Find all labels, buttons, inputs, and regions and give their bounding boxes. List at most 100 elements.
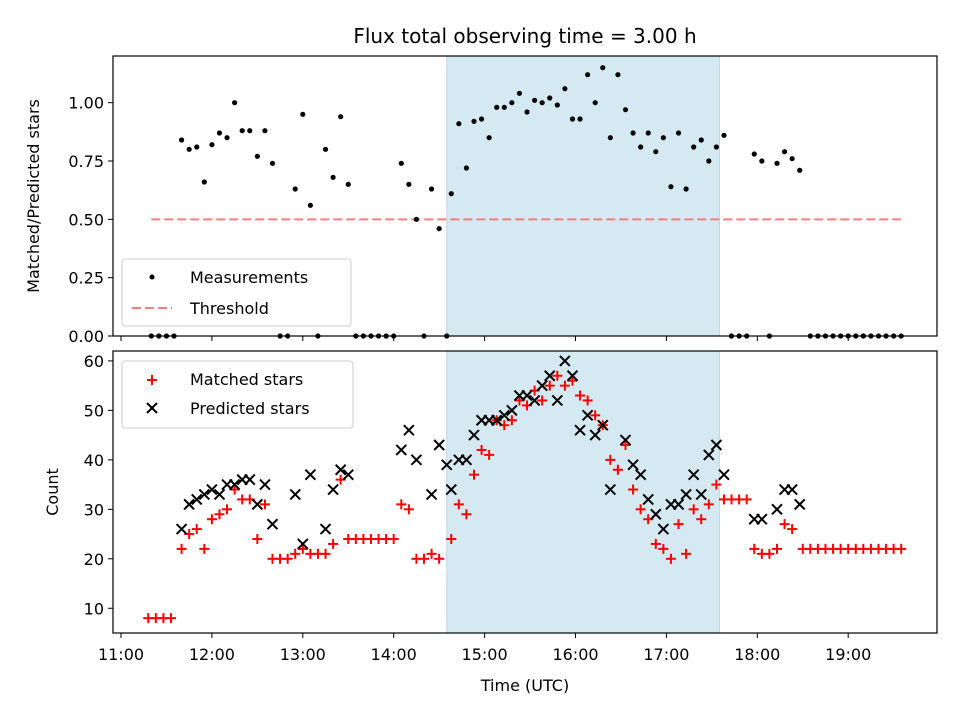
predicted-star-point xyxy=(657,523,670,535)
matched-star-point xyxy=(252,534,263,544)
matched-star-point xyxy=(749,543,760,554)
matched-star-point xyxy=(741,494,752,505)
matched-star-point xyxy=(320,548,331,559)
measurement-point xyxy=(398,160,404,166)
matched-star-point xyxy=(290,548,301,559)
matched-star-point xyxy=(468,469,479,480)
y-tick-label: 20 xyxy=(84,550,104,569)
bottom-frame xyxy=(112,350,938,634)
matched-star-point xyxy=(537,395,548,406)
predicted-star-point xyxy=(403,424,415,436)
measurement-point xyxy=(630,130,636,136)
predicted-star-point xyxy=(597,419,609,431)
matched-star-point xyxy=(191,524,202,535)
matched-star-point xyxy=(388,534,399,544)
top-panel: 0.00 0.25 0.50 0.75 1.00 Matched/Predicted s… xyxy=(24,55,938,346)
y-tick-label: 0.00 xyxy=(68,327,104,346)
matched-star-point xyxy=(696,514,707,525)
predicted-star-point xyxy=(198,488,211,501)
predicted-star-point xyxy=(574,424,586,436)
predicted-star-point xyxy=(551,394,564,407)
matched-star-point xyxy=(396,499,407,510)
measurement-point xyxy=(539,100,545,106)
predicted-star-point xyxy=(544,370,556,382)
x-tick-label: 15:00 xyxy=(462,645,508,664)
measurement-point xyxy=(569,116,576,122)
matched-star-point xyxy=(635,504,646,515)
y-tick-label: 40 xyxy=(84,451,104,470)
predicted-star-point xyxy=(710,439,723,451)
bottom-legend: Matched stars Predicted stars xyxy=(121,360,354,429)
measurement-point xyxy=(585,72,591,78)
measurement-point xyxy=(269,160,276,166)
legend-label-measurements: Measurements xyxy=(190,268,308,287)
predicted-star-point xyxy=(619,434,632,446)
measurement-point xyxy=(186,146,192,152)
predicted-star-point xyxy=(327,483,339,496)
measurement-point xyxy=(600,65,606,71)
bottom-y-axis: 10 20 30 40 50 60 xyxy=(84,352,113,618)
predicted-star-point xyxy=(395,444,407,456)
measurement-point xyxy=(592,100,598,106)
measurement-point xyxy=(622,107,629,113)
matched-star-point xyxy=(612,464,623,475)
measurement-point xyxy=(345,181,351,187)
x-tick-label: 11:00 xyxy=(98,645,144,664)
matched-star-point xyxy=(403,504,414,515)
x-tick-label: 18:00 xyxy=(734,645,780,664)
matched-star-point xyxy=(165,613,176,624)
predicted-star-point xyxy=(566,370,579,382)
predicted-star-point xyxy=(581,409,594,422)
predicted-star-point xyxy=(642,493,654,506)
predicted-star-point xyxy=(703,449,715,461)
matched-star-point xyxy=(199,543,210,554)
measurement-point xyxy=(194,144,200,150)
predicted-star-point xyxy=(410,454,423,466)
matched-star-point xyxy=(552,370,563,381)
predicted-star-point xyxy=(183,498,195,511)
predicted-star-point xyxy=(521,389,533,402)
predicted-star-point xyxy=(687,468,700,481)
predicted-star-point xyxy=(342,468,354,481)
measurement-point xyxy=(524,109,530,115)
predicted-star-point xyxy=(425,488,438,501)
measurement-point xyxy=(494,104,500,110)
measurement-point xyxy=(645,130,651,136)
measurement-point xyxy=(247,128,253,134)
matched-star-point xyxy=(328,538,339,549)
measurement-point xyxy=(615,72,621,78)
measurement-point xyxy=(436,226,442,232)
measurement-point xyxy=(668,184,674,190)
measurement-point xyxy=(300,111,306,117)
predicted-star-point xyxy=(786,483,798,496)
predicted-star-point xyxy=(672,498,685,511)
matched-star-point xyxy=(590,410,601,421)
predicted-star-point xyxy=(794,498,806,511)
measurement-point xyxy=(660,135,666,141)
predicted-star-point xyxy=(206,483,218,496)
matched-star-point xyxy=(559,380,570,391)
y-tick-label: 0.50 xyxy=(68,210,104,229)
matched-star-point xyxy=(896,543,907,554)
measurement-point xyxy=(501,104,507,110)
legend-marker-matched xyxy=(147,375,157,385)
matched-star-point xyxy=(282,553,293,564)
measurement-point xyxy=(292,186,298,192)
predicted-star-point xyxy=(559,355,571,367)
x-tick-label: 14:00 xyxy=(371,645,417,664)
predicted-star-point xyxy=(627,459,639,471)
matched-star-point xyxy=(665,553,676,564)
matched-star-point xyxy=(419,553,429,564)
measurement-point xyxy=(789,156,795,162)
matched-star-point xyxy=(628,484,639,495)
measurement-point xyxy=(216,130,223,136)
x-tick-label: 12:00 xyxy=(189,645,235,664)
legend-marker-predicted xyxy=(146,402,158,414)
measurement-point xyxy=(201,179,207,185)
measurement-point xyxy=(531,97,538,103)
measurement-point xyxy=(224,135,230,141)
predicted-star-point xyxy=(756,513,768,525)
measurement-point xyxy=(683,186,689,192)
matched-star-point xyxy=(461,509,472,520)
y-tick-label: 30 xyxy=(84,500,104,519)
